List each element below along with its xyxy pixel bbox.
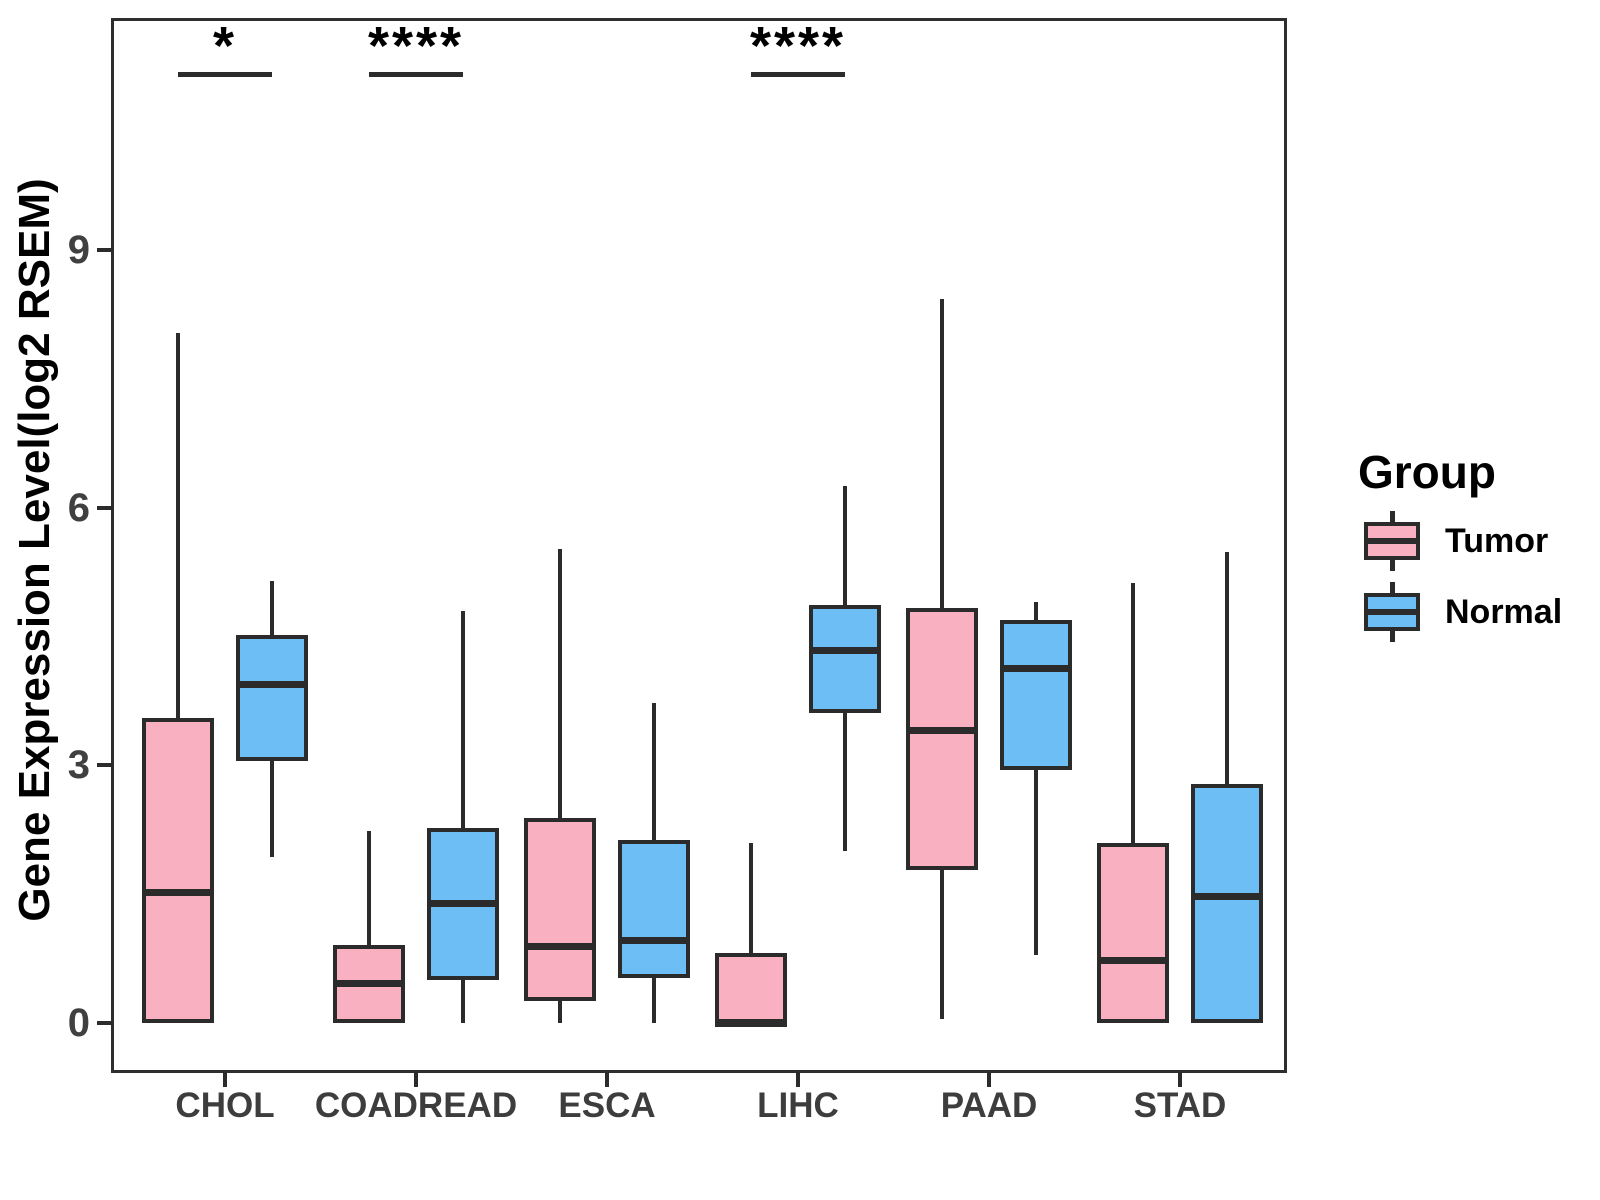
whisker-line	[558, 548, 562, 1023]
median-line	[1000, 665, 1072, 673]
y-axis-tick	[97, 247, 112, 252]
x-axis-tick	[414, 1072, 418, 1087]
y-axis-tick-label: 6	[67, 485, 90, 530]
x-axis-tick-label: COADREAD	[314, 1086, 518, 1125]
box-normal-esca	[618, 840, 690, 979]
legend-item-label: Normal	[1445, 593, 1563, 631]
x-axis-tick-label: ESCA	[558, 1086, 656, 1125]
median-line	[333, 979, 405, 987]
box-tumor-lihc	[715, 953, 787, 1023]
legend-item-label: Tumor	[1445, 522, 1549, 560]
x-axis-tick	[1178, 1072, 1182, 1087]
median-line	[427, 899, 499, 907]
median-line	[1191, 892, 1263, 900]
median-line	[809, 647, 881, 655]
y-axis-tick	[97, 763, 112, 768]
box-normal-lihc	[809, 604, 881, 713]
box-tumor-paad	[906, 608, 978, 871]
y-axis-tick	[97, 505, 112, 510]
whisker-line	[367, 831, 371, 1023]
whisker-line	[461, 610, 465, 1023]
median-line	[142, 888, 214, 896]
significance-stars: ****	[367, 16, 465, 76]
x-axis-tick	[796, 1072, 800, 1087]
y-axis-tick-label: 3	[67, 743, 90, 788]
x-axis-tick-label: PAAD	[940, 1086, 1038, 1125]
box-tumor-esca	[524, 817, 596, 1001]
significance-bar	[369, 72, 463, 77]
box-tumor-stad	[1097, 842, 1169, 1023]
significance-stars: ****	[749, 16, 847, 76]
whisker-line	[176, 333, 180, 1023]
legend-title: Group	[1358, 446, 1496, 498]
box-normal-chol	[236, 634, 308, 761]
median-line	[236, 680, 308, 688]
median-line	[524, 942, 596, 950]
x-axis-tick-label: STAD	[1133, 1086, 1227, 1125]
x-axis-tick	[605, 1072, 609, 1087]
median-line	[618, 936, 690, 944]
significance-bar	[751, 72, 845, 77]
box-normal-paad	[1000, 620, 1072, 771]
x-axis-tick-label: CHOL	[175, 1086, 275, 1125]
significance-stars: *	[212, 16, 237, 76]
y-axis-tick-label: 0	[67, 1001, 90, 1045]
legend-key-median	[1366, 538, 1418, 544]
whisker-line	[749, 842, 753, 1023]
whisker-line	[1034, 602, 1038, 956]
whisker-line	[1131, 583, 1135, 1023]
y-axis-tick	[97, 1021, 112, 1025]
box-tumor-chol	[142, 718, 214, 1023]
x-axis-tick-label: LIHC	[757, 1086, 839, 1125]
plot-panel	[111, 18, 1287, 1073]
x-axis-tick	[223, 1072, 227, 1087]
x-axis-tick	[987, 1072, 991, 1087]
significance-bar	[178, 72, 272, 77]
legend-key-median	[1366, 609, 1418, 615]
box-normal-stad	[1191, 784, 1263, 1023]
median-line	[1097, 957, 1169, 965]
median-line	[715, 1020, 787, 1027]
median-line	[906, 727, 978, 735]
y-axis-tick-label: 9	[67, 227, 90, 272]
